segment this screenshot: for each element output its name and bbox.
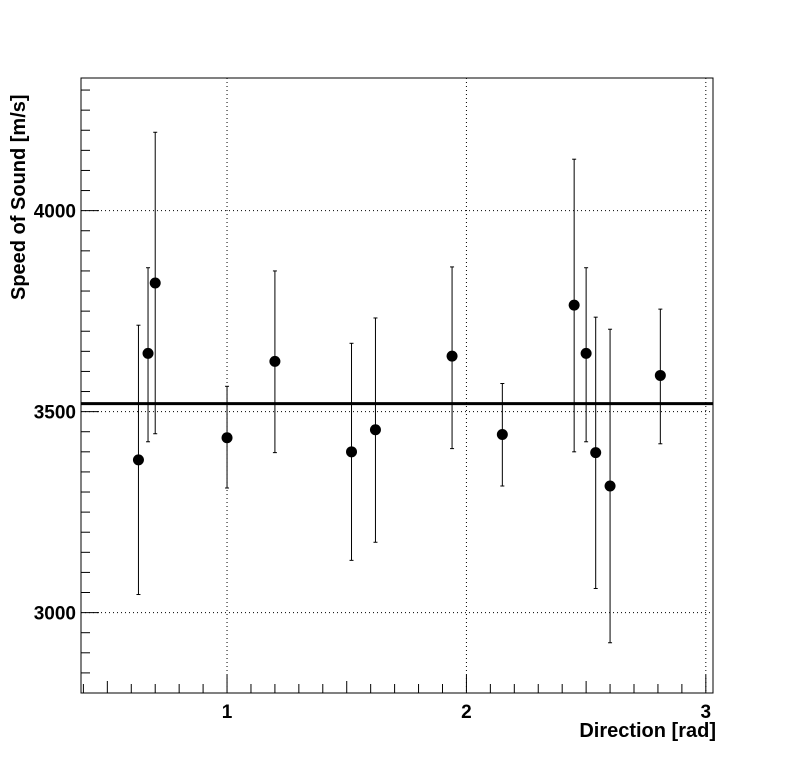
data-point (590, 447, 602, 459)
x-tick-label: 2 (461, 702, 472, 723)
data-point (149, 277, 161, 289)
data-point (446, 350, 458, 362)
x-tick-label: 3 (701, 702, 712, 723)
data-point (654, 369, 666, 381)
y-tick-label: 3000 (34, 604, 76, 625)
data-point (221, 432, 233, 444)
y-tick-label: 3500 (34, 403, 76, 424)
tick-labels: 1 2 3 3000 3500 4000 (34, 202, 711, 723)
data-point (142, 347, 154, 359)
y-axis-title: Speed of Sound [m/s] (8, 94, 30, 300)
data-point (269, 355, 281, 367)
data-point (496, 429, 508, 441)
plot-frame (80, 77, 714, 694)
data-point (568, 299, 580, 311)
data-point (346, 446, 358, 458)
data-point (132, 454, 144, 466)
data-point (604, 480, 616, 492)
major-ticks (81, 210, 707, 693)
data-point (369, 424, 381, 436)
x-tick-label: 1 (222, 702, 233, 723)
y-tick-label: 4000 (34, 202, 76, 223)
x-axis-title: Direction [rad] (579, 720, 716, 742)
data-point (580, 347, 592, 359)
minor-ticks (81, 89, 683, 694)
data-points (132, 131, 666, 644)
grid (81, 78, 713, 693)
